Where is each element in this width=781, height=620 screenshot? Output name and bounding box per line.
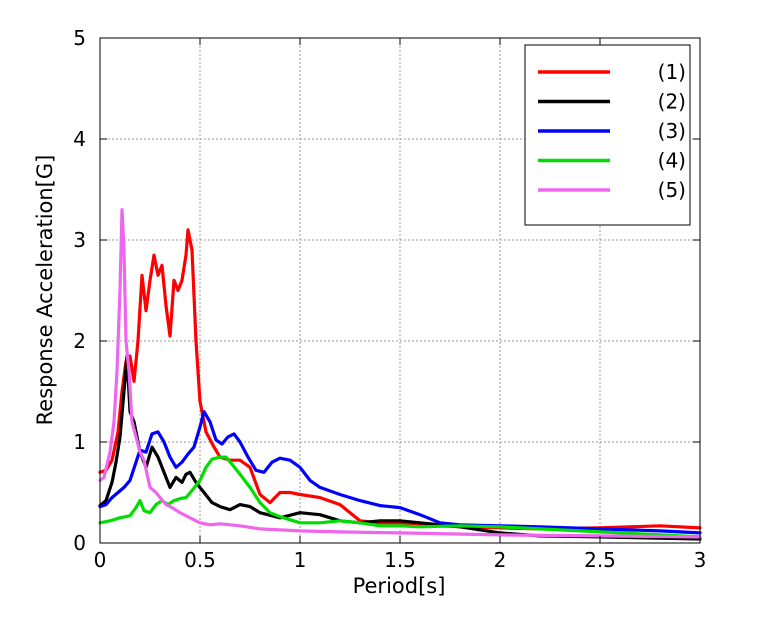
y-tick-label: 1 bbox=[73, 430, 86, 454]
data-series bbox=[98, 208, 702, 541]
x-tick-label: 3 bbox=[694, 548, 707, 572]
x-tick-label: 2 bbox=[494, 548, 507, 572]
legend: (1) (2) (3) (4) (5) bbox=[524, 44, 691, 226]
legend-label-4: (4) bbox=[658, 149, 686, 173]
grid bbox=[100, 38, 700, 543]
x-tick-label: 0.5 bbox=[184, 548, 216, 572]
y-tick-label: 0 bbox=[73, 531, 86, 555]
x-tick-label: 1.5 bbox=[384, 548, 416, 572]
x-axis-title: Period[s] bbox=[353, 574, 446, 598]
x-tick-label: 2.5 bbox=[584, 548, 616, 572]
series-line-5 bbox=[98, 208, 702, 539]
y-tick-label: 2 bbox=[73, 329, 86, 353]
axis-ticks bbox=[99, 37, 701, 544]
y-axis-title: Response Acceleration[G] bbox=[33, 155, 57, 426]
legend-label-1: (1) bbox=[658, 60, 686, 84]
x-tick-label: 0 bbox=[94, 548, 107, 572]
series-line-1 bbox=[98, 228, 702, 531]
legend-box bbox=[524, 44, 691, 226]
series-line-3 bbox=[98, 410, 702, 535]
axis-tick-labels: 0 0.5 1 1.5 2 2.5 3 0 1 2 3 4 5 bbox=[73, 26, 706, 572]
legend-label-5: (5) bbox=[658, 178, 686, 202]
y-tick-label: 4 bbox=[73, 127, 86, 151]
x-tick-label: 1 bbox=[294, 548, 307, 572]
legend-entries: (1) (2) (3) (4) (5) bbox=[538, 60, 686, 202]
legend-label-3: (3) bbox=[658, 119, 686, 143]
legend-label-2: (2) bbox=[658, 90, 686, 114]
y-tick-label: 3 bbox=[73, 228, 86, 252]
series-line-4 bbox=[98, 455, 702, 539]
y-tick-label: 5 bbox=[73, 26, 86, 50]
